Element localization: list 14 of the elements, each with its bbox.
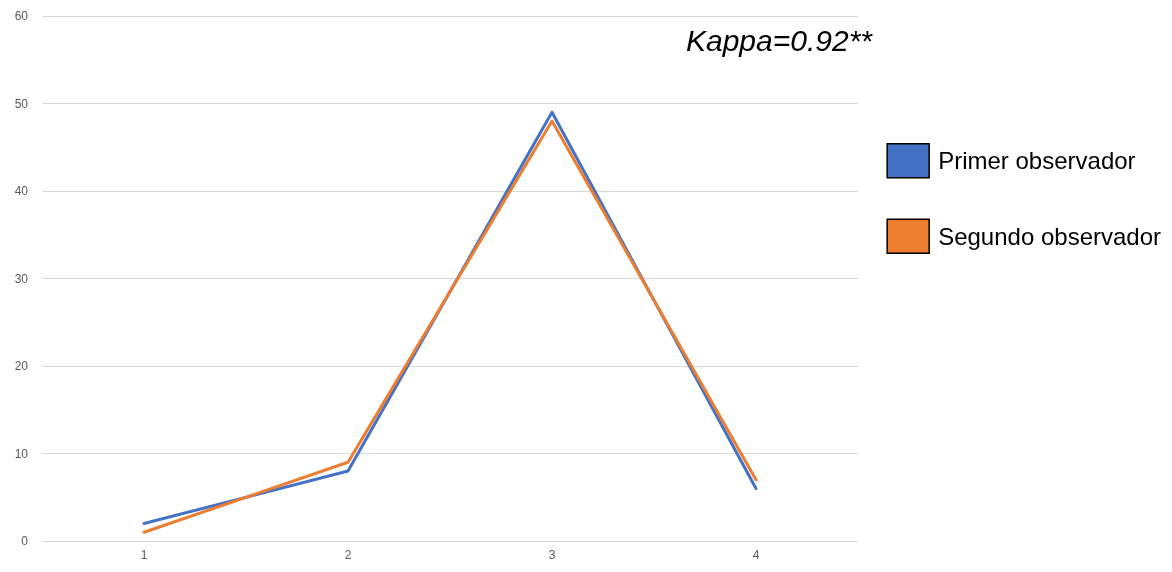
annotation: Kappa=0.92** [685,23,874,57]
x-tick-label: 2 [344,548,352,562]
y-tick-label: 10 [14,446,29,461]
x-tick-label: 3 [548,548,556,562]
y-tick-label: 30 [14,271,29,286]
legend-label: Primer observador [938,147,1136,175]
y-tick-label: 50 [14,96,29,111]
x-tick-label: 1 [140,548,148,562]
y-tick-label: 40 [14,184,29,198]
x-tick-label: 4 [752,548,760,562]
y-tick-label: 20 [14,359,29,373]
y-tick-label: 0 [21,534,29,548]
legend-label: Segundo observador [938,222,1162,250]
y-tick-label: 60 [14,9,29,23]
